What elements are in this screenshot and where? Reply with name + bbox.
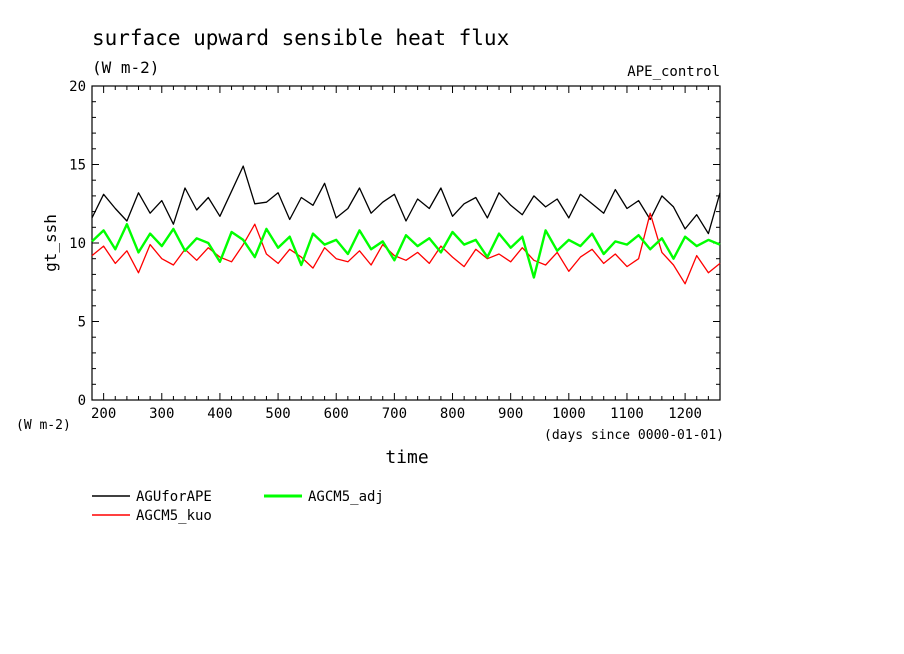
y-tick-label: 0 xyxy=(78,393,86,409)
x-tick-label: 400 xyxy=(207,406,232,422)
x-tick-label: 700 xyxy=(382,406,407,422)
y-tick-label: 20 xyxy=(69,79,86,95)
x-tick-label: 500 xyxy=(265,406,290,422)
x-tick-label: 1100 xyxy=(610,406,644,422)
y-axis-label: gt_ssh xyxy=(41,214,60,272)
plot-frame xyxy=(91,85,721,401)
legend: AGUforAPE AGCM5_kuo AGCM5_adj xyxy=(92,489,384,524)
plot-area: 200 300 400 500 600 700 800 900 1000 1100 1200 0 5 10… xyxy=(69,79,721,422)
legend-label-agcm5-adj: AGCM5_adj xyxy=(308,489,384,505)
legend-label-aguforape: AGUforAPE xyxy=(136,489,212,505)
y-axis-units: (W m-2) xyxy=(16,418,71,433)
x-tick-label: 900 xyxy=(498,406,523,422)
axis-ticks: 200 300 400 500 600 700 800 900 1000 1100 1200 0 5 10… xyxy=(69,79,721,422)
series-line-agcm5-adj xyxy=(91,222,721,279)
run-label: APE_control xyxy=(627,64,720,80)
chart-units: (W m-2) xyxy=(92,58,159,77)
series-line-agcm5-kuo xyxy=(91,212,721,285)
x-tick-label: 300 xyxy=(149,406,174,422)
series-lines xyxy=(91,165,721,285)
x-tick-label: 600 xyxy=(324,406,349,422)
y-tick-label: 15 xyxy=(69,158,86,174)
legend-label-agcm5-kuo: AGCM5_kuo xyxy=(136,508,212,524)
x-tick-label: 800 xyxy=(440,406,465,422)
x-axis-label: time xyxy=(385,447,428,468)
y-tick-label: 5 xyxy=(78,315,86,331)
series-line-aguforape xyxy=(91,165,721,235)
x-axis-units: (days since 0000-01-01) xyxy=(544,428,724,443)
chart-title: surface upward sensible heat flux xyxy=(92,26,509,50)
y-tick-label: 10 xyxy=(69,236,86,252)
x-tick-label: 1000 xyxy=(552,406,586,422)
x-tick-label: 200 xyxy=(91,406,116,422)
x-tick-label: 1200 xyxy=(668,406,702,422)
